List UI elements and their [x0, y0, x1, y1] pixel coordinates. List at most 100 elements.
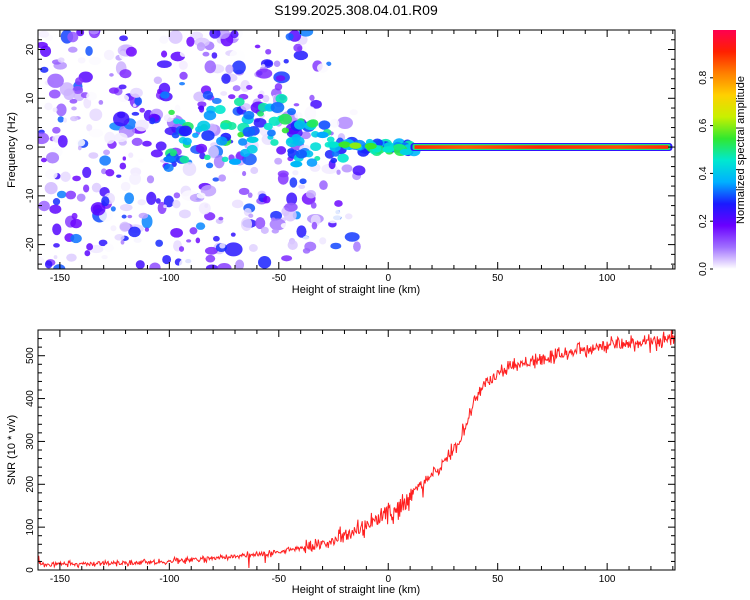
spectrogram-cell: [179, 71, 188, 80]
colorbar-label: Normalized spectral amplitude: [735, 76, 747, 224]
spectrogram-cell: [57, 57, 65, 63]
spectrogram-cell: [225, 64, 234, 74]
spectrogram-cell: [149, 117, 156, 125]
spectrogram-cell: [110, 206, 116, 212]
spectrogram-ticks: [37, 29, 675, 269]
spectrogram-cell: [76, 139, 86, 147]
spectrogram-cell: [200, 184, 217, 197]
spectrogram-cell: [52, 223, 62, 236]
spectrogram-cell: [195, 222, 206, 230]
snr-y-tick-label: 200: [25, 476, 36, 493]
spectrogram-cell: [109, 73, 114, 77]
spectrogram-cell: [237, 131, 245, 138]
spectrogram-cell: [169, 151, 177, 157]
spectrogram-cell: [271, 228, 279, 234]
spectrogram-cell: [44, 182, 58, 195]
spectrogram-cell: [204, 246, 218, 255]
spectrogram-cell: [65, 190, 77, 200]
spectrogram-cell: [133, 237, 142, 243]
spectrogram-cell: [203, 154, 211, 161]
spectrogram-cell: [122, 156, 127, 161]
spectrogram-cell: [76, 193, 86, 202]
spectrogram-cell: [114, 132, 128, 143]
spectrogram-cell: [128, 152, 134, 158]
spectrogram-cell: [186, 239, 192, 243]
spectrogram-cell: [89, 30, 100, 35]
spectrogram-cell: [66, 253, 77, 262]
spectrogram-knot: [290, 160, 303, 168]
spectrogram-cell: [324, 208, 342, 224]
spectrogram-cell: [110, 225, 117, 232]
carrier-line: [414, 145, 669, 149]
figure-title: S199.2025.308.04.01.R09: [274, 2, 438, 18]
spectrogram-cell: [186, 36, 195, 47]
spectrogram-knot: [364, 142, 377, 150]
spectrogram-cell: [212, 177, 220, 182]
snr-x-tick-label: 100: [599, 574, 616, 585]
spectrogram-cell: [149, 262, 161, 269]
spectrogram-cell: [263, 60, 273, 67]
spectrogram-cell: [45, 152, 60, 164]
spectrogram-cell: [162, 254, 172, 265]
spectrogram-cell: [218, 216, 224, 221]
snr-x-tick-label: -100: [159, 574, 179, 585]
spectrogram-cell: [287, 108, 296, 116]
snr-y-tick-label: 300: [25, 433, 36, 450]
spectrogram-cell: [213, 155, 225, 169]
colorbar: 0.0 0.2 0.4 0.6 0.8 Normalized spectral ampl…: [698, 30, 747, 276]
spectrogram-cell: [330, 157, 338, 164]
spectrogram-cell: [124, 192, 135, 205]
spectrogram-x-axis-label: Height of straight line (km): [292, 284, 420, 296]
spectrogram-cell: [134, 96, 143, 106]
snr-panel: -150 -100 -50 0 50 100 0 100 200 300 400 500 Heigh…: [6, 329, 676, 596]
spectrogram-cell: [285, 33, 294, 41]
spectrogram-cell: [172, 199, 181, 209]
snr-x-tick-labels: -150 -100 -50 0 50 100: [50, 574, 616, 585]
spectrogram-cell: [157, 88, 162, 94]
spectrogram-cell: [173, 192, 181, 199]
spectrogram-cell: [238, 187, 250, 196]
spectrogram-cell: [104, 131, 116, 144]
spectrogram-cell: [197, 101, 207, 108]
spectrogram-cell: [57, 116, 64, 123]
spectrogram-cell: [38, 30, 50, 38]
spectrogram-cell: [179, 81, 186, 86]
spectrogram-cell: [119, 162, 127, 170]
spectrogram-cell: [273, 60, 281, 68]
snr-x-tick-label: 0: [385, 574, 391, 585]
spectrogram-cell: [125, 46, 137, 57]
spectrogram-cell: [341, 164, 353, 173]
spectrogram-cell: [214, 105, 226, 115]
spectrogram-cell: [159, 91, 170, 99]
spectrogram-field: [38, 30, 421, 269]
spectrogram-cell: [304, 106, 317, 121]
spectrogram-cell: [205, 254, 216, 263]
spectrogram-cell: [231, 199, 244, 209]
spectrogram-cell: [138, 212, 149, 219]
spectrogram-cell: [82, 166, 92, 178]
spectrogram-cell: [208, 145, 219, 159]
spectrogram-cell: [289, 177, 298, 188]
spectrogram-cell: [326, 136, 335, 143]
spectrogram-cell: [246, 144, 258, 154]
spectrogram-cell: [211, 97, 222, 105]
spectrogram-cell: [265, 49, 272, 55]
spectrogram-cell: [302, 247, 311, 254]
spectrogram-cell: [221, 156, 229, 163]
spectrogram-cell: [317, 63, 329, 73]
spectrogram-cell: [287, 240, 298, 250]
spectrogram-cell: [179, 50, 188, 57]
spectrogram-cell: [44, 102, 53, 111]
spectrogram-knot: [316, 131, 329, 139]
spectrogram-cell: [329, 118, 340, 128]
spectrogram-cell: [196, 42, 206, 52]
snr-y-axis-label: SNR (10 * v/v): [6, 415, 18, 485]
spectrogram-cell: [270, 102, 285, 113]
spectrogram-cell: [204, 60, 217, 74]
spectrogram-cell: [72, 85, 84, 95]
spectrogram-cell: [86, 91, 97, 101]
spectrogram-cell: [131, 111, 140, 116]
spectrogram-frame: [37, 29, 676, 270]
spectrogram-cell: [171, 132, 180, 139]
